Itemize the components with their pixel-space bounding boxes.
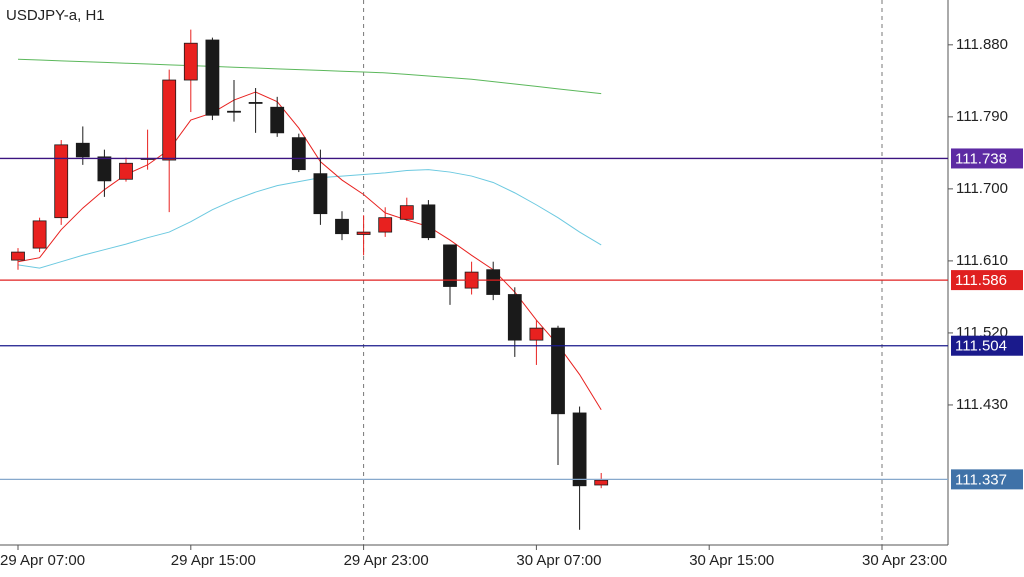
candle-body	[227, 110, 241, 113]
x-tick-label: 30 Apr 15:00	[689, 552, 774, 569]
level-label-box	[951, 335, 1023, 356]
candle-body	[248, 102, 263, 104]
candle-body	[162, 79, 177, 161]
candle-body	[421, 204, 436, 239]
candle-body	[507, 294, 522, 341]
x-tick-label: 30 Apr 07:00	[516, 552, 601, 569]
level-label-box	[951, 270, 1023, 291]
candle-body	[594, 479, 609, 486]
y-tick-label: 111.790	[956, 108, 1008, 125]
y-tick-label: 111.700	[956, 180, 1008, 197]
candle-body	[572, 412, 587, 487]
x-tick-label: 29 Apr 07:00	[0, 552, 85, 569]
candle-body	[54, 144, 69, 219]
candle-body	[335, 218, 349, 235]
level-label-box	[951, 469, 1023, 490]
candle-body	[32, 220, 47, 249]
candle-body	[183, 42, 198, 81]
chart-title: USDJPY-a, H1	[6, 7, 105, 24]
candle-body	[529, 327, 544, 341]
moving-average	[17, 58, 602, 95]
candle-body	[75, 142, 90, 158]
level-label: 111.504	[955, 338, 1007, 355]
x-tick-label: 30 Apr 23:00	[862, 552, 947, 569]
moving-average	[17, 91, 602, 411]
level-label: 111.738	[955, 150, 1007, 167]
candle-body	[399, 205, 414, 220]
x-tick-label: 29 Apr 23:00	[344, 552, 429, 569]
candle-body	[443, 244, 457, 287]
candle-body	[270, 106, 285, 134]
candle-body	[119, 162, 133, 180]
y-tick-label: 111.610	[956, 252, 1008, 269]
candle-body	[11, 251, 25, 261]
x-tick-label: 29 Apr 15:00	[171, 552, 256, 569]
candle-body	[378, 217, 393, 233]
candle-body	[205, 39, 220, 116]
y-tick-label: 111.880	[956, 36, 1008, 53]
candle-body	[97, 156, 112, 182]
candle-body	[313, 173, 328, 215]
candle-body	[551, 327, 565, 415]
level-label: 111.586	[955, 272, 1007, 289]
candle-body	[291, 137, 306, 171]
level-label-box	[951, 148, 1023, 169]
candle-body	[486, 269, 501, 295]
moving-average	[17, 169, 602, 269]
y-tick-label: 111.430	[956, 396, 1008, 413]
level-label: 111.337	[955, 471, 1007, 488]
candle-body	[356, 231, 371, 235]
